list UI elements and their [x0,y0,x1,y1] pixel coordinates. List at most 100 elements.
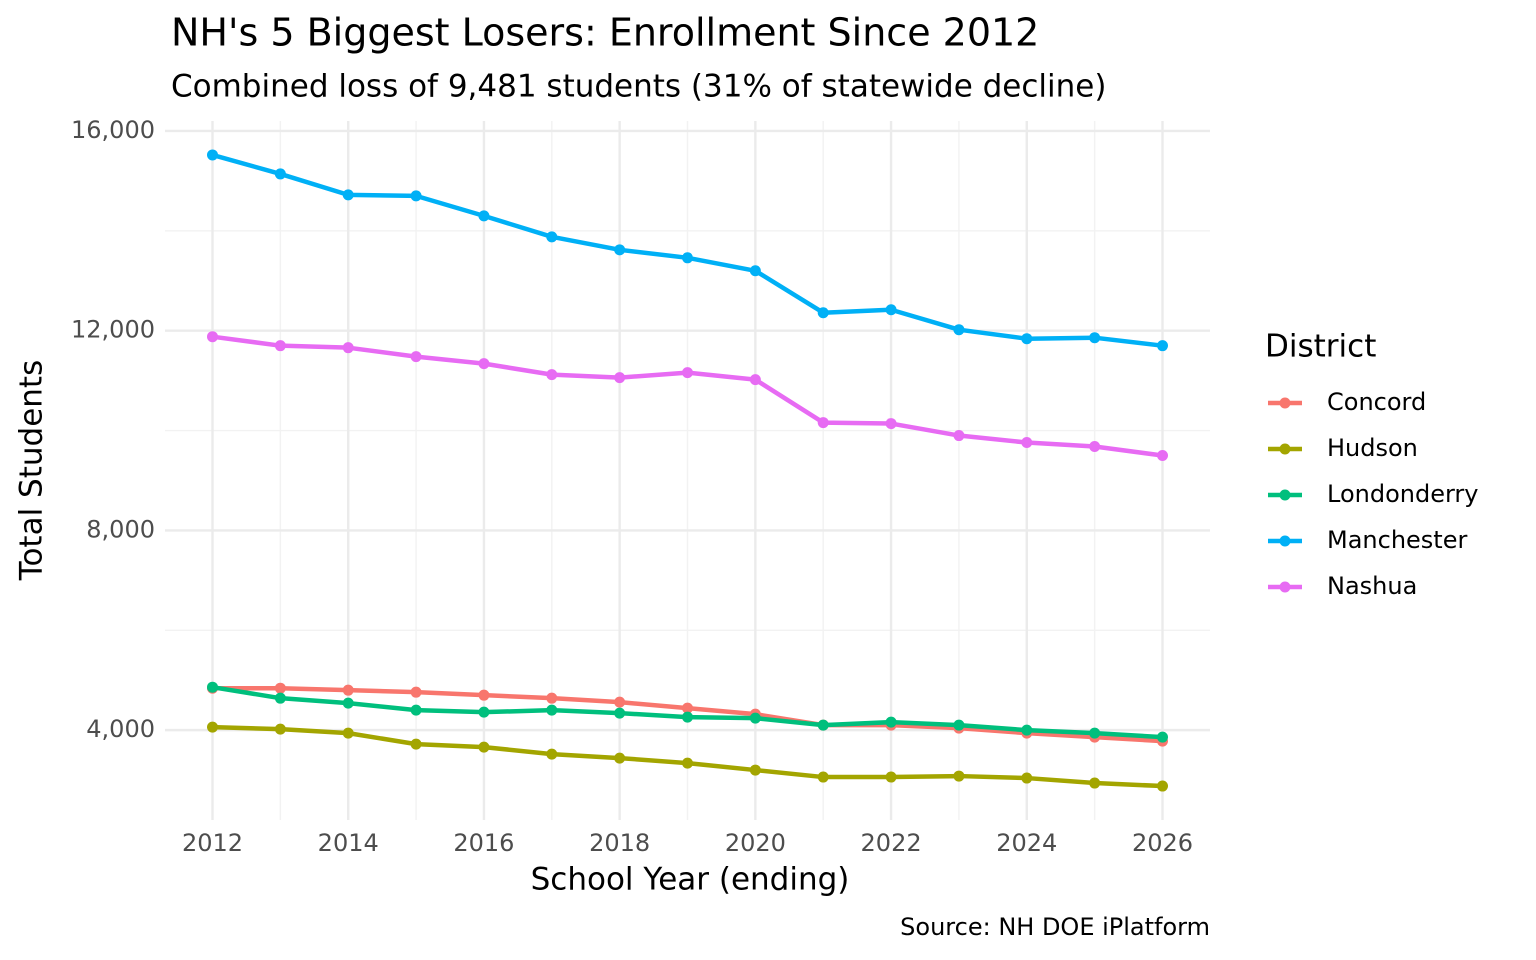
legend-label: Hudson [1327,434,1418,462]
point [885,304,897,316]
point [274,682,286,694]
x-tick-label: 2016 [453,829,514,857]
point [546,704,558,716]
x-tick-label: 2022 [861,829,922,857]
point [274,723,286,735]
y-tick-label: 16,000 [71,116,155,144]
point [1021,333,1033,345]
point [410,738,422,750]
point [817,307,829,319]
point [478,706,490,718]
legend-label: Concord [1327,388,1426,416]
point [546,369,558,381]
point [1157,780,1168,792]
series [207,681,1168,743]
point [1021,437,1033,449]
point [682,252,693,264]
point [410,351,422,363]
point [682,757,693,769]
point [1021,724,1033,736]
point [1089,727,1101,739]
x-tick-label: 2012 [182,829,243,857]
legend-key-point [1279,581,1291,593]
point [885,418,897,430]
point [478,210,490,222]
point [1089,332,1101,344]
point [207,331,218,343]
series [207,721,1168,792]
y-axis-label: Total Students [14,360,50,581]
point [274,340,286,352]
point [207,721,218,733]
point [953,430,965,442]
point [953,719,965,731]
point [682,702,693,714]
point [614,707,626,719]
legend-title: District [1265,329,1376,365]
point [1157,731,1168,743]
legend-label: Londonderry [1327,480,1479,508]
y-tick-label: 8,000 [86,515,155,543]
point [749,764,761,776]
point [682,711,693,723]
point [885,771,897,783]
y-tick-label: 12,000 [71,316,155,344]
point [410,704,422,716]
series [207,149,1168,352]
point [682,367,693,379]
point [817,719,829,731]
point [478,689,490,701]
point [342,342,354,354]
point [546,748,558,760]
point [749,374,761,386]
point [1157,450,1168,462]
y-tick-label: 4,000 [86,715,155,743]
legend-label: Nashua [1327,572,1417,600]
legend-key-point [1279,397,1291,409]
point [749,265,761,277]
point [953,324,965,336]
point [1021,772,1033,784]
caption: Source: NH DOE iPlatform [900,913,1210,941]
point [342,697,354,709]
legend-key-point [1279,535,1291,547]
point [614,752,626,764]
point [749,712,761,724]
point [1157,340,1168,352]
chart-title: NH's 5 Biggest Losers: Enrollment Since … [171,11,1039,55]
x-tick-label: 2024 [996,829,1057,857]
point [207,149,218,161]
series [207,331,1168,462]
point [1089,777,1101,789]
point [478,741,490,753]
point [342,727,354,739]
x-axis-label: School Year (ending) [531,862,850,898]
x-tick-label: 2018 [589,829,650,857]
point [410,686,422,698]
point [478,358,490,370]
x-tick-label: 2020 [725,829,786,857]
chart-subtitle: Combined loss of 9,481 students (31% of … [171,69,1106,105]
point [614,696,626,708]
point [546,231,558,243]
point [342,684,354,696]
point [817,417,829,429]
point [817,771,829,783]
x-tick-label: 2026 [1132,829,1193,857]
point [274,692,286,704]
legend-key-point [1279,489,1291,501]
point [614,372,626,384]
x-tick-label: 2014 [318,829,379,857]
point [274,168,286,180]
point [546,692,558,704]
legend-key-point [1279,443,1291,455]
point [614,244,626,256]
point [1089,441,1101,453]
point [885,716,897,728]
legend-label: Manchester [1327,526,1467,554]
point [953,770,965,782]
point [342,189,354,201]
point [410,190,422,202]
point [207,681,218,693]
